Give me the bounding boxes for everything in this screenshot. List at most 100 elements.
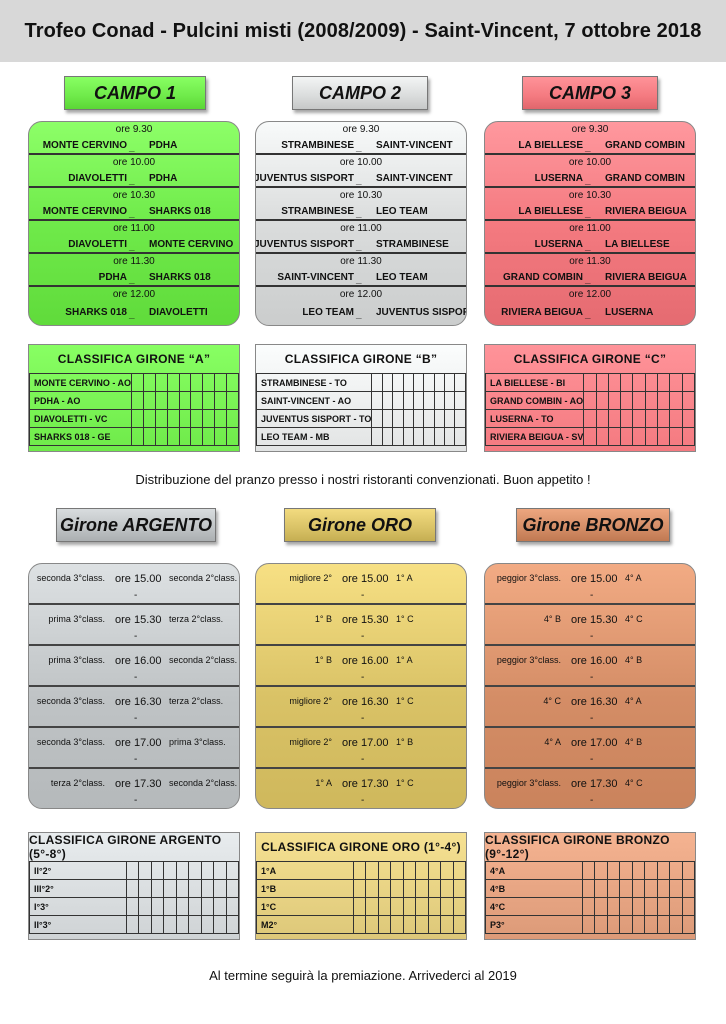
score-cell: [427, 861, 442, 880]
score-cell: [200, 879, 215, 898]
score-cell: [444, 409, 456, 428]
score-cell: [644, 391, 659, 410]
score-cell: [150, 861, 165, 880]
score-cell: [644, 879, 658, 898]
match-row: ore 11.00 DIAVOLETTI _ MONTE CERVINO: [29, 221, 239, 254]
final-dash: -: [590, 713, 594, 724]
score-cell: [125, 915, 140, 934]
ranking-team: JUVENTUS SISPORT - TO: [256, 409, 373, 428]
score-cell: [631, 915, 646, 934]
score-cell: [225, 897, 239, 916]
away-team: LA BIELLESE: [605, 239, 670, 250]
score-cell: [607, 409, 622, 428]
score-cell: [226, 427, 239, 446]
score-cell: [190, 427, 204, 446]
home-team: LA BIELLESE: [518, 140, 583, 151]
score-cell: [440, 897, 454, 916]
ranking-team: MONTE CERVINO - AO: [29, 373, 133, 392]
score-cell: [594, 897, 608, 916]
final-match-row: peggior 3°class. ore 16.00 4° B -: [485, 646, 695, 687]
score-cell: [166, 391, 180, 410]
score-cell: [669, 373, 683, 392]
away-team: MONTE CERVINO: [149, 239, 234, 250]
away-team: STRAMBINESE: [376, 239, 449, 250]
final-right-team: 4° C: [625, 614, 643, 624]
final-time: ore 16.00: [571, 655, 618, 667]
final-dash: -: [590, 754, 594, 765]
match-separator: _: [585, 175, 591, 186]
ranking-team: GRAND COMBIN - AO: [485, 391, 585, 410]
ranking-team: III°2°: [29, 879, 127, 898]
score-cell: [214, 391, 228, 410]
match-separator: _: [585, 241, 591, 252]
match-row: ore 10.30 MONTE CERVINO _ SHARKS 018: [29, 188, 239, 221]
final-left-team: migliore 2°: [289, 737, 332, 747]
campo-1-schedule: ore 9.30 MONTE CERVINO _ PDHA ore 10.00 DIAVO…: [28, 121, 240, 326]
ranking-team: LUSERNA - TO: [485, 409, 585, 428]
final-right-team: prima 3°class.: [169, 737, 226, 747]
score-cell: [390, 915, 404, 934]
score-cell: [594, 879, 608, 898]
final-dash: -: [361, 590, 365, 601]
campo-3-schedule: ore 9.30 LA BIELLESE _ GRAND COMBIN ore 10.0…: [484, 121, 696, 326]
match-separator: _: [585, 142, 591, 153]
match-separator: _: [356, 309, 362, 320]
match-row: ore 11.00 LUSERNA _ LA BIELLESE: [485, 221, 695, 254]
final-dash: -: [134, 795, 138, 806]
final-dash: -: [134, 631, 138, 642]
classifica-girone-c: CLASSIFICA GIRONE “C” LA BIELLESE - BI GRA…: [484, 344, 696, 452]
final-left-team: peggior 3°class.: [496, 655, 561, 665]
score-cell: [154, 373, 168, 392]
score-cell: [377, 915, 392, 934]
final-right-team: 4° C: [625, 778, 643, 788]
score-cell: [433, 427, 446, 446]
final-time: ore 17.00: [342, 737, 389, 749]
score-cell: [454, 391, 466, 410]
girone-bronzo-schedule: peggior 3°class. ore 15.00 4° A - 4° B ore 15…: [484, 563, 696, 809]
home-team: STRAMBINESE: [281, 140, 354, 151]
score-cell: [381, 409, 394, 428]
ranking-row: LUSERNA - TO: [485, 409, 695, 428]
final-right-team: 4° A: [625, 696, 642, 706]
home-team: DIAVOLETTI: [68, 239, 127, 250]
ranking-team: LEO TEAM - MB: [256, 427, 373, 446]
score-cell: [620, 427, 634, 446]
score-cell: [202, 373, 216, 392]
ranking-team: 1°C: [256, 897, 354, 916]
match-time: ore 11.00: [569, 223, 611, 234]
score-cell: [225, 861, 239, 880]
score-cell: [415, 861, 429, 880]
home-team: STRAMBINESE: [281, 206, 354, 217]
score-cell: [214, 409, 228, 428]
away-team: RIVIERA BEIGUA: [605, 272, 687, 283]
score-cell: [138, 915, 152, 934]
match-time: ore 10.00: [339, 157, 383, 168]
score-cell: [154, 427, 168, 446]
final-time: ore 15.30: [571, 614, 618, 626]
score-cell: [619, 861, 633, 880]
score-cell: [150, 897, 165, 916]
score-cell: [377, 861, 392, 880]
score-cell: [178, 391, 192, 410]
final-match-row: prima 3°class. ore 16.00 seconda 2°class. -: [29, 646, 239, 687]
ranking-row: JUVENTUS SISPORT - TO: [256, 409, 466, 428]
ranking-team: 1°B: [256, 879, 354, 898]
match-separator: _: [356, 208, 362, 219]
score-cell: [377, 879, 392, 898]
home-team: LEO TEAM: [302, 307, 354, 318]
ranking-title: CLASSIFICA GIRONE BRONZO (9°-12°): [485, 833, 670, 861]
score-cell: [412, 391, 425, 410]
match-separator: _: [585, 309, 591, 320]
final-dash: -: [361, 672, 365, 683]
score-cell: [583, 409, 597, 428]
ranking-team: M2°: [256, 915, 354, 934]
ranking-team: STRAMBINESE - TO: [256, 373, 373, 392]
ranking-title: CLASSIFICA GIRONE “B”: [284, 352, 438, 366]
final-dash: -: [134, 754, 138, 765]
score-cell: [452, 861, 466, 880]
score-cell: [214, 427, 228, 446]
ranking-team: II°2°: [29, 861, 127, 880]
score-cell: [175, 879, 190, 898]
ranking-title: CLASSIFICA GIRONE ARGENTO (5°-8°): [29, 833, 222, 861]
final-left-team: peggior 3°class.: [496, 778, 561, 788]
